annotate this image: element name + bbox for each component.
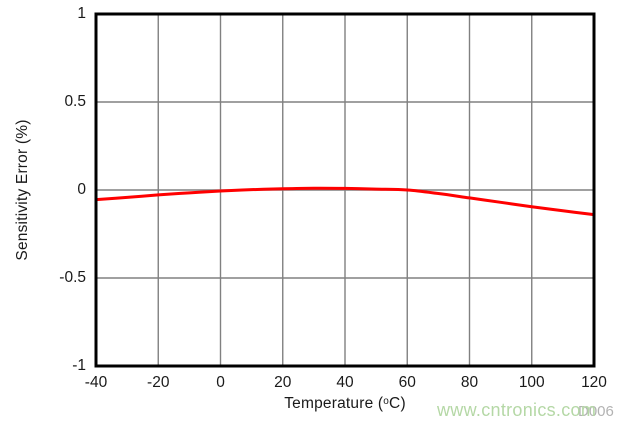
y-tick-label: 0.5 [64, 93, 86, 110]
x-axis-label-pre: Temperature ( [284, 395, 384, 412]
data-series-line [94, 186, 596, 217]
x-tick-label: 40 [336, 374, 354, 391]
y-tick-label: 0 [77, 181, 86, 198]
x-tick-label: 20 [274, 374, 292, 391]
degree-superscript: o [383, 396, 390, 407]
plot-border [94, 12, 596, 368]
watermark: www.cntronics.com [437, 400, 597, 420]
x-tick-label: 100 [518, 374, 545, 391]
x-tick-label: 80 [460, 374, 479, 391]
x-axis-label-post: C) [389, 395, 406, 412]
x-axis-label: Temperature (oC) [284, 395, 406, 413]
x-tick-label: 120 [581, 374, 607, 391]
y-tick-label: -0.5 [59, 269, 86, 286]
y-tick-label: -1 [72, 357, 86, 374]
x-tick-label: 0 [216, 374, 225, 391]
figure-code: D006 [578, 403, 614, 420]
x-tick-label: -20 [147, 374, 170, 391]
y-tick-label: 1 [77, 5, 86, 22]
x-tick-label: -40 [84, 374, 108, 391]
x-tick-label: 60 [398, 374, 416, 391]
